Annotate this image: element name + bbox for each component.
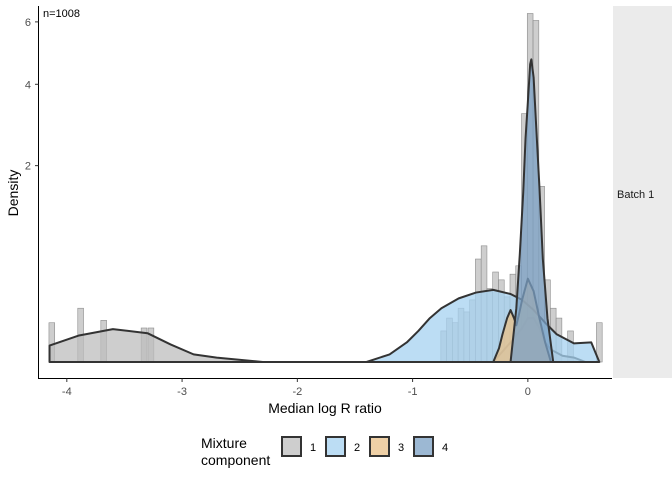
legend-key-1 bbox=[281, 436, 302, 457]
y-ticks: 2 4 6 bbox=[25, 17, 39, 173]
y-tick-label: 6 bbox=[25, 17, 31, 29]
y-tick-label: 4 bbox=[25, 79, 31, 91]
legend: Mixture component 1 2 3 4 bbox=[201, 435, 448, 468]
legend-key-4 bbox=[413, 436, 434, 457]
x-tick-label: -2 bbox=[292, 386, 302, 398]
facet-strip bbox=[613, 6, 672, 378]
legend-label-3: 3 bbox=[398, 442, 404, 454]
legend-key-2 bbox=[325, 436, 346, 457]
density-series-4 bbox=[509, 58, 555, 363]
x-tick-label: -1 bbox=[408, 386, 418, 398]
y-tick-label: 2 bbox=[25, 161, 31, 173]
axes-layer bbox=[38, 6, 612, 379]
sample-size-annotation: n=1008 bbox=[43, 8, 80, 20]
legend-title-line2: component bbox=[201, 452, 270, 468]
legend-label-2: 2 bbox=[354, 442, 360, 454]
x-tick-label: 0 bbox=[525, 386, 531, 398]
legend-items: 1 2 3 4 bbox=[281, 436, 448, 457]
x-axis-title: Median log R ratio bbox=[268, 400, 382, 416]
facet-strip-label: Batch 1 bbox=[617, 189, 654, 201]
legend-label-1: 1 bbox=[310, 442, 316, 454]
legend-title-line1: Mixture bbox=[201, 435, 247, 451]
x-tick-label: -3 bbox=[177, 386, 187, 398]
density-layer bbox=[48, 58, 601, 363]
x-tick-label: -4 bbox=[62, 386, 72, 398]
legend-key-3 bbox=[369, 436, 390, 457]
y-axis-title: Density bbox=[5, 170, 21, 217]
legend-label-4: 4 bbox=[442, 442, 448, 454]
x-ticks: -4 -3 -2 -1 0 bbox=[62, 378, 531, 398]
